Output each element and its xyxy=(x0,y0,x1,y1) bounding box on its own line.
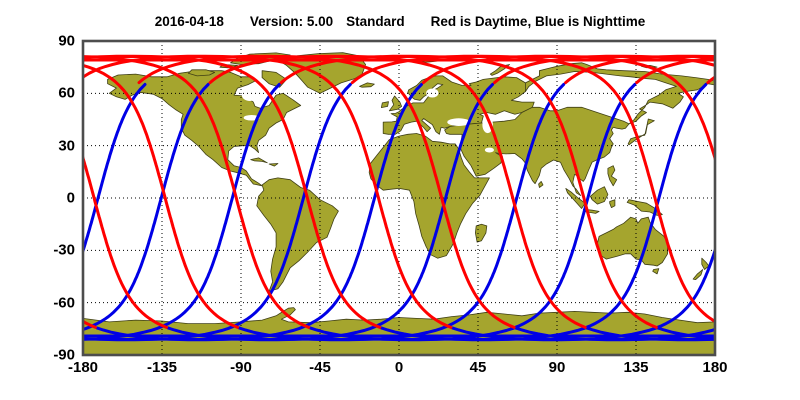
nighttime-tracks xyxy=(83,82,715,342)
plot-area xyxy=(83,41,715,355)
title-version: Version: 5.00 xyxy=(249,14,334,29)
y-tick-label: -90 xyxy=(53,346,75,364)
y-tick-label: 60 xyxy=(58,84,75,102)
y-tick-label: -30 xyxy=(53,241,75,259)
x-tick-label: -135 xyxy=(146,359,178,376)
y-tick-label: 90 xyxy=(58,32,75,50)
title-mode: Standard xyxy=(346,14,405,29)
x-tick-label: 0 xyxy=(394,359,404,376)
x-tick-label: 180 xyxy=(702,359,728,376)
x-tick-label: -180 xyxy=(67,359,99,376)
y-tick-label: -60 xyxy=(53,294,75,312)
y-tick-label: 30 xyxy=(58,137,75,155)
x-tick-label: 90 xyxy=(548,359,566,376)
x-tick-label: 45 xyxy=(469,359,487,376)
plot-title: 2016-04-18 Version: 5.00 Standard Red is… xyxy=(0,14,800,29)
x-tick-label: -45 xyxy=(309,359,331,376)
title-date: 2016-04-18 xyxy=(154,14,224,29)
y-tick-label: 0 xyxy=(66,189,75,207)
plot-frame xyxy=(81,39,717,357)
x-tick-label: -90 xyxy=(230,359,252,376)
daytime-tracks xyxy=(83,54,715,329)
x-tick-label: 135 xyxy=(623,359,649,376)
title-legend: Red is Daytime, Blue is Nighttime xyxy=(430,14,646,29)
